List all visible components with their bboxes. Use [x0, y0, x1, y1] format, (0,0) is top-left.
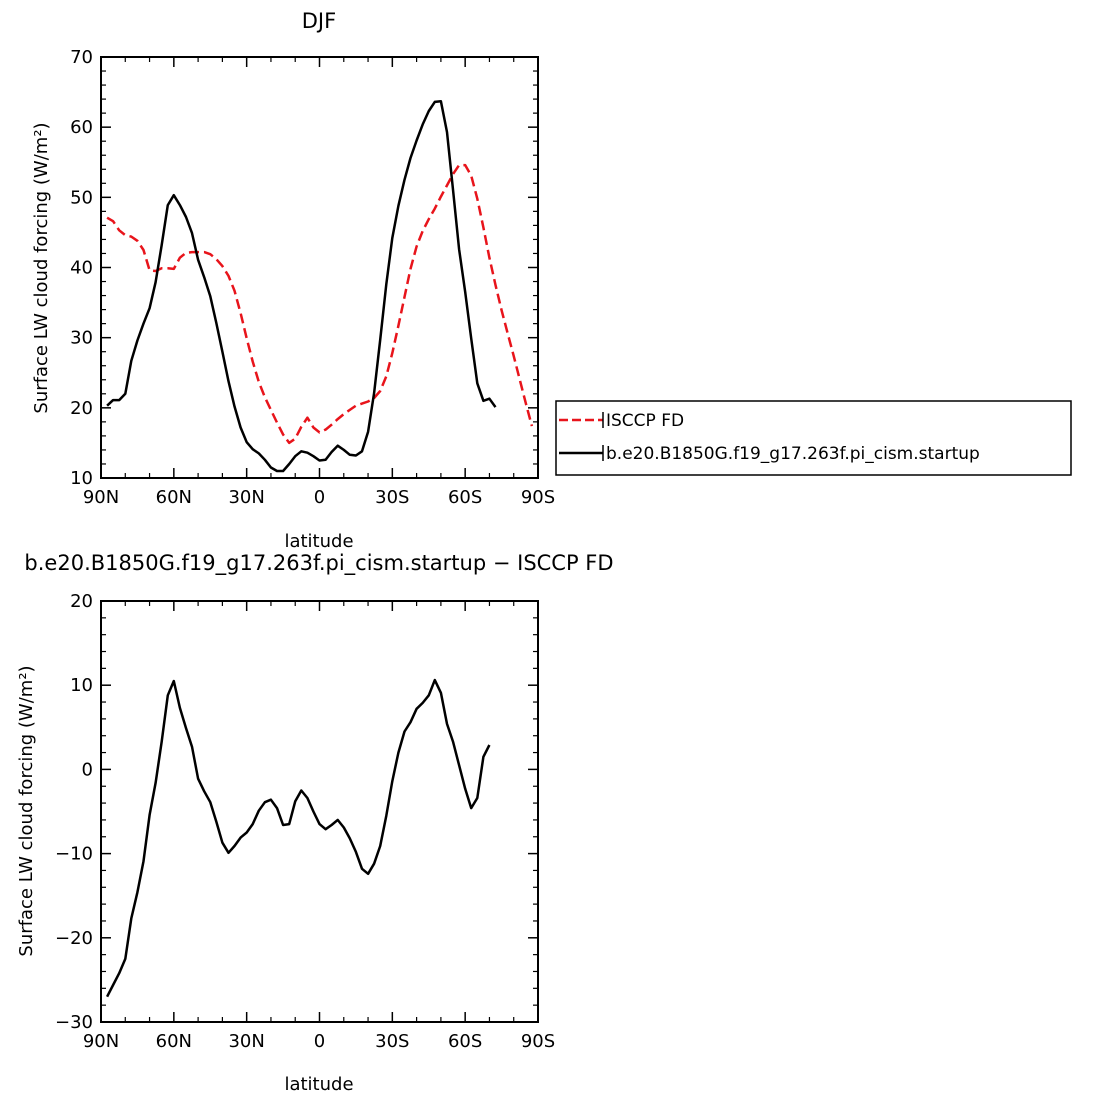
panel-bottom-x-axis-label: latitude	[284, 1074, 353, 1095]
x-tick-label: 30S	[375, 487, 409, 508]
y-tick-label: 60	[70, 117, 93, 138]
panel-bottom-title: b.e20.B1850G.f19_g17.263f.pi_cism.startu…	[24, 551, 613, 576]
legend-label-isccp: ISCCP FD	[606, 411, 684, 431]
legend-box	[555, 400, 1072, 476]
x-tick-label: 30N	[228, 1031, 264, 1052]
y-tick-label: −20	[55, 928, 93, 949]
x-tick-label: 60S	[448, 1031, 482, 1052]
x-tick-label: 90N	[83, 1031, 119, 1052]
y-tick-label: 70	[70, 47, 93, 68]
y-tick-label: 20	[70, 398, 93, 419]
panel-bottom: b.e20.B1850G.f19_g17.263f.pi_cism.startu…	[16, 551, 614, 1095]
panel-top-title: DJF	[302, 9, 336, 33]
y-tick-label: −30	[55, 1012, 93, 1033]
x-tick-label: 90S	[521, 1031, 555, 1052]
bottom-series-line-0	[105, 678, 491, 998]
panel-bottom-y-axis-label: Surface LW cloud forcing (W/m²)	[16, 665, 37, 956]
x-tick-label: 90N	[83, 487, 119, 508]
x-tick-label: 60S	[448, 487, 482, 508]
x-tick-label: 0	[314, 487, 325, 508]
x-tick-label: 60N	[156, 487, 192, 508]
y-tick-label: 10	[70, 675, 93, 696]
panel-top-frame	[100, 56, 539, 479]
x-tick-label: 0	[314, 1031, 325, 1052]
y-tick-label: 0	[82, 759, 93, 780]
top-series-line-0	[106, 163, 534, 445]
legend: ISCCP FD b.e20.B1850G.f19_g17.263f.pi_ci…	[555, 400, 1072, 476]
x-tick-label: 60N	[156, 1031, 192, 1052]
y-tick-label: −10	[55, 844, 93, 865]
panel-top-y-axis-label: Surface LW cloud forcing (W/m²)	[31, 122, 52, 413]
y-tick-label: 30	[70, 328, 93, 349]
y-tick-label: 40	[70, 258, 93, 279]
y-tick-label: 20	[70, 591, 93, 612]
y-tick-label: 50	[70, 187, 93, 208]
panel-top-x-axis-label: latitude	[284, 531, 353, 552]
top-series-line-1	[106, 99, 497, 473]
x-tick-label: 90S	[521, 487, 555, 508]
y-tick-label: 10	[70, 468, 93, 489]
legend-label-model: b.e20.B1850G.f19_g17.263f.pi_cism.startu…	[606, 444, 980, 464]
x-tick-label: 30S	[375, 1031, 409, 1052]
panel-bottom-frame	[100, 600, 539, 1023]
panel-top: DJF 90N 60N 30N 0 30S 60S 90S 10 20 30 40 50 60 70 la…	[31, 9, 555, 552]
x-tick-label: 30N	[228, 487, 264, 508]
